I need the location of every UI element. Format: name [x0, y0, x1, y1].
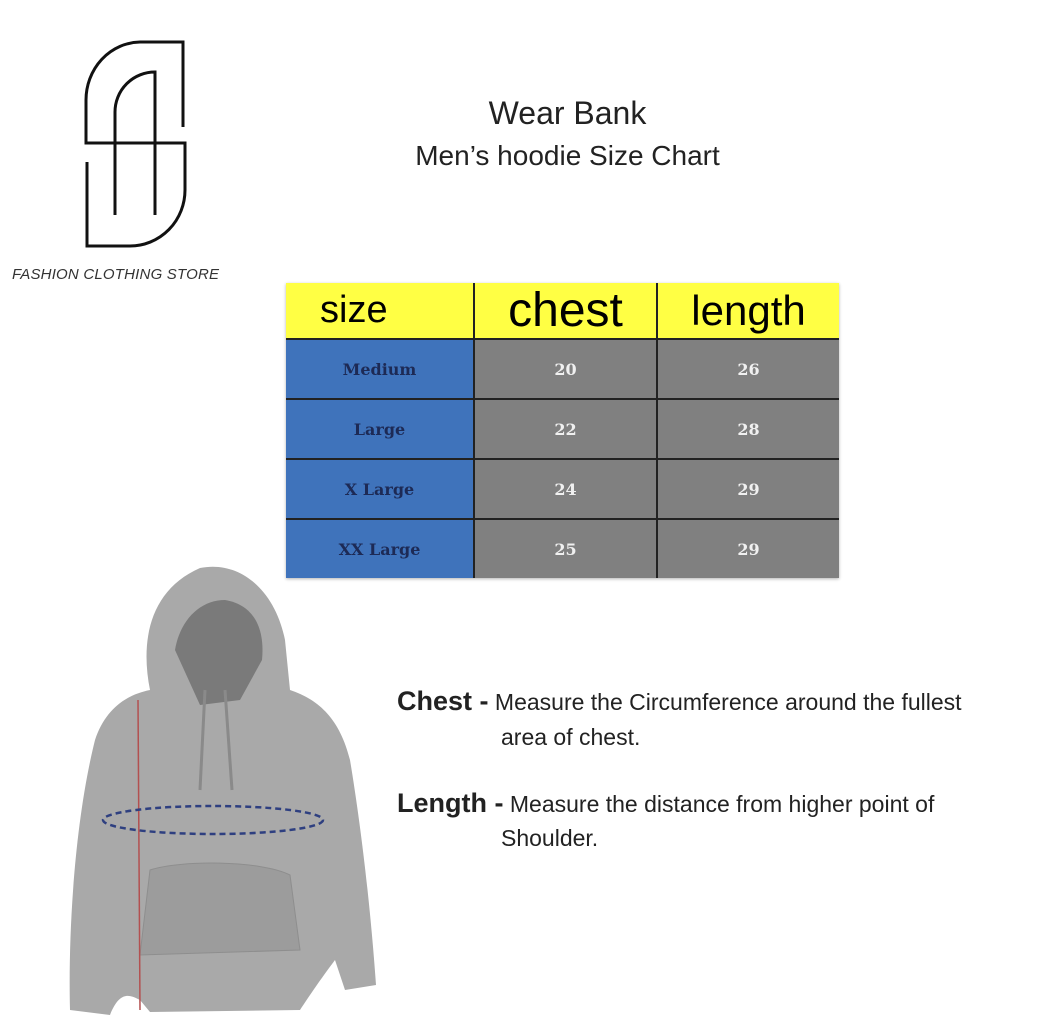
size-chart-table: size chest length Medium 20 26 Large 22 …: [286, 283, 839, 578]
length-label: Length -: [397, 788, 504, 818]
length-cell: 29: [656, 518, 839, 578]
length-text-continued: Shoulder.: [501, 825, 599, 851]
table-row: XX Large 25 29: [286, 518, 839, 578]
chest-cell: 22: [473, 398, 658, 460]
page-subtitle: Men’s hoodie Size Chart: [415, 140, 720, 171]
store-name: FASHION CLOTHING STORE: [12, 266, 220, 283]
size-cell: Large: [286, 398, 475, 460]
chest-text: Measure the Circumference around the ful…: [494, 689, 962, 715]
column-header-chest: chest: [474, 283, 658, 339]
chest-cell: 25: [473, 518, 658, 578]
length-measure-line: [137, 699, 141, 1011]
length-text: Measure the distance from higher point o…: [509, 791, 935, 817]
column-header-length: length: [657, 283, 839, 339]
size-cell: X Large: [286, 458, 475, 520]
chest-text-continued: area of chest.: [501, 724, 641, 750]
chest-label: Chest -: [397, 686, 489, 716]
length-cell: 28: [656, 398, 839, 460]
table-row: X Large 24 29: [286, 458, 839, 520]
chest-measure-ellipse: [101, 804, 325, 836]
table-row: Large 22 28: [286, 398, 839, 460]
chest-cell: 24: [473, 458, 658, 520]
chest-instruction: Chest - Measure the Circumference around…: [397, 686, 962, 717]
page-title: Wear Bank: [488, 95, 647, 131]
chest-cell: 20: [473, 338, 658, 400]
size-cell: Medium: [286, 338, 475, 400]
brand-logo: [84, 40, 187, 248]
hoodie-image: [69, 566, 376, 1015]
length-instruction: Length - Measure the distance from highe…: [397, 788, 934, 819]
table-row: Medium 20 26: [286, 338, 839, 400]
table-header-row: size chest length: [286, 283, 839, 339]
size-cell: XX Large: [286, 518, 475, 578]
length-cell: 29: [656, 458, 839, 520]
column-header-size: size: [286, 283, 475, 339]
length-cell: 26: [656, 338, 839, 400]
